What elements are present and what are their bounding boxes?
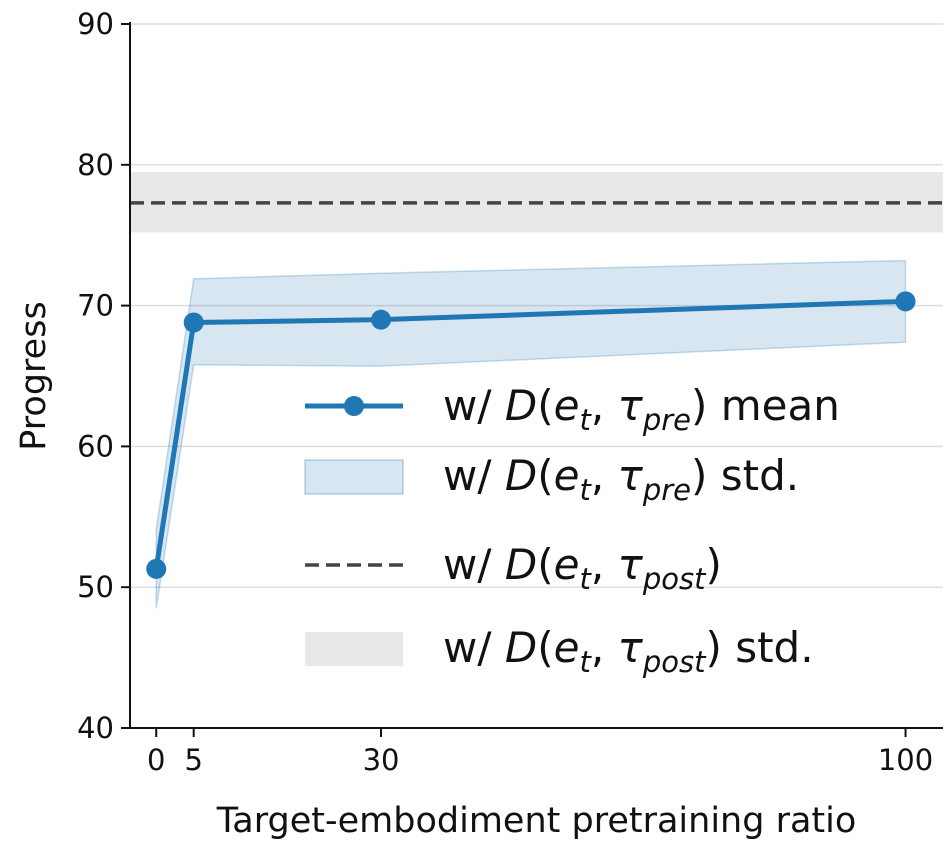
legend-label-2: w/ D(et, τpost) <box>443 540 722 596</box>
pre-mean-point-5 <box>183 312 204 333</box>
y-tick-label-50: 50 <box>77 570 114 604</box>
series-lines <box>130 201 943 579</box>
y-tick-label-80: 80 <box>77 148 114 182</box>
pre-std-band <box>155 259 907 609</box>
x-tick-label-100: 100 <box>878 743 933 777</box>
legend-label-0: w/ D(et, τpre) mean <box>443 381 840 437</box>
y-tick-label-70: 70 <box>77 289 114 323</box>
pre-mean-line <box>153 298 906 570</box>
y-axis-label: Progress <box>14 301 54 450</box>
axes: 40 50 60 70 80 90 0 5 30 100 <box>77 7 943 777</box>
legend-handle-pre-std <box>304 459 404 495</box>
x-tick-label-30: 30 <box>363 743 400 777</box>
legend: w/ D(et, τpre) mean w/ D(et, τpre) std. w/… <box>304 381 840 679</box>
pre-mean-point-30 <box>371 309 392 330</box>
pre-mean-point-0 <box>146 558 167 579</box>
pre-mean-point-100 <box>895 291 916 312</box>
legend-label-1: w/ D(et, τpre) std. <box>443 451 799 507</box>
y-tick-label-90: 90 <box>77 7 114 41</box>
x-axis-label: Target-embodiment pretraining ratio <box>216 801 857 841</box>
x-tick-label-0: 0 <box>147 743 165 777</box>
y-tick-label-40: 40 <box>77 711 114 745</box>
legend-label-3: w/ D(et, τpost) std. <box>443 623 814 679</box>
y-tick-label-60: 60 <box>77 429 114 463</box>
x-tick-label-5: 5 <box>184 743 202 777</box>
legend-handle-post-std <box>305 632 403 666</box>
legend-marker-pre-mean <box>344 396 364 416</box>
